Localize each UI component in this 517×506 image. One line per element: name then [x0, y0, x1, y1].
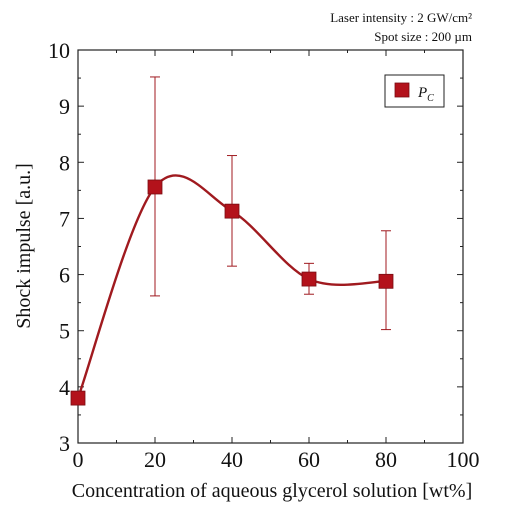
x-tick-label: 60	[298, 447, 320, 472]
data-point	[378, 273, 394, 289]
legend-box	[384, 74, 445, 108]
y-tick-label: 10	[48, 38, 70, 63]
data-point	[70, 390, 86, 406]
y-tick-label: 5	[59, 319, 70, 344]
data-point	[301, 271, 317, 287]
y-tick-label: 6	[59, 263, 70, 288]
error-bars	[150, 76, 391, 331]
x-tick-label: 20	[144, 447, 166, 472]
x-tick-label: 0	[73, 447, 84, 472]
annotation-laser-intensity: Laser intensity : 2 GW/cm²	[330, 10, 472, 25]
y-axis-ticks: 3 4 5 6 7 8 9 10	[48, 38, 463, 456]
annotation-spot-size: Spot size : 200 µm	[374, 29, 472, 44]
y-tick-label: 8	[59, 150, 70, 175]
data-point	[224, 203, 240, 219]
y-tick-label: 3	[59, 431, 70, 456]
x-tick-label: 80	[375, 447, 397, 472]
x-tick-label: 100	[447, 447, 480, 472]
y-tick-label: 9	[59, 94, 70, 119]
legend: PC	[384, 74, 445, 108]
y-axis-label: Shock impulse [a.u.]	[13, 163, 35, 329]
x-axis-ticks: 0 20 40 60 80 100	[73, 50, 480, 472]
y-tick-label: 4	[59, 375, 70, 400]
x-axis-label: Concentration of aqueous glycerol soluti…	[72, 480, 472, 502]
legend-marker-icon	[394, 82, 410, 98]
data-point	[147, 179, 163, 195]
data-markers	[70, 179, 394, 406]
x-tick-label: 40	[221, 447, 243, 472]
y-tick-label: 7	[59, 206, 70, 231]
trend-curve	[76, 174, 387, 399]
legend-label: PC	[417, 85, 434, 104]
